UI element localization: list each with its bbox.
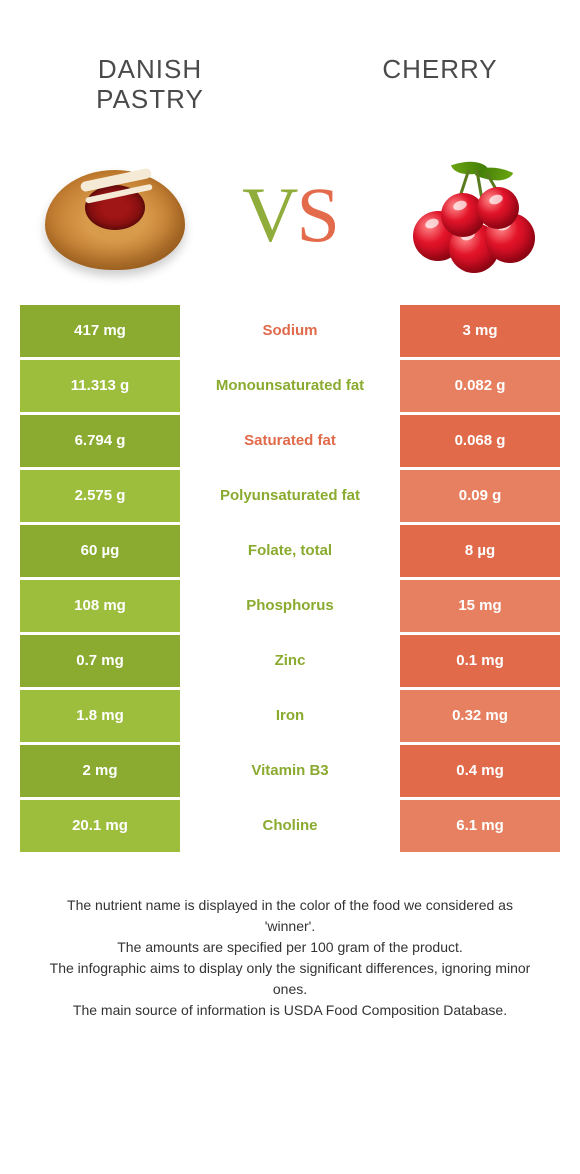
value-left: 20.1 mg — [20, 800, 180, 852]
nutrient-label: Choline — [180, 800, 400, 852]
nutrient-label: Folate, total — [180, 525, 400, 577]
value-left: 417 mg — [20, 305, 180, 357]
footer-notes: The nutrient name is displayed in the co… — [0, 855, 580, 1021]
nutrient-label: Iron — [180, 690, 400, 742]
table-row: 2.575 gPolyunsaturated fat0.09 g — [20, 470, 560, 522]
nutrient-label: Saturated fat — [180, 415, 400, 467]
value-right: 15 mg — [400, 580, 560, 632]
cherry-image — [385, 155, 545, 275]
value-left: 0.7 mg — [20, 635, 180, 687]
value-right: 0.09 g — [400, 470, 560, 522]
header-titles: DANISH PASTRY CHERRY — [0, 0, 580, 135]
table-row: 0.7 mgZinc0.1 mg — [20, 635, 560, 687]
value-left: 60 µg — [20, 525, 180, 577]
danish-pastry-image — [35, 155, 195, 275]
table-row: 108 mgPhosphorus15 mg — [20, 580, 560, 632]
value-left: 108 mg — [20, 580, 180, 632]
value-left: 1.8 mg — [20, 690, 180, 742]
value-right: 3 mg — [400, 305, 560, 357]
table-row: 60 µgFolate, total8 µg — [20, 525, 560, 577]
table-row: 417 mgSodium3 mg — [20, 305, 560, 357]
table-row: 1.8 mgIron0.32 mg — [20, 690, 560, 742]
note-line: The main source of information is USDA F… — [40, 1000, 540, 1021]
note-line: The nutrient name is displayed in the co… — [40, 895, 540, 937]
note-line: The infographic aims to display only the… — [40, 958, 540, 1000]
nutrient-label: Monounsaturated fat — [180, 360, 400, 412]
title-left: DANISH PASTRY — [60, 55, 240, 115]
nutrient-label: Zinc — [180, 635, 400, 687]
value-right: 0.068 g — [400, 415, 560, 467]
table-row: 2 mgVitamin B30.4 mg — [20, 745, 560, 797]
value-left: 2.575 g — [20, 470, 180, 522]
value-right: 8 µg — [400, 525, 560, 577]
table-row: 20.1 mgCholine6.1 mg — [20, 800, 560, 852]
nutrient-label: Phosphorus — [180, 580, 400, 632]
table-row: 6.794 gSaturated fat0.068 g — [20, 415, 560, 467]
value-right: 0.1 mg — [400, 635, 560, 687]
value-left: 2 mg — [20, 745, 180, 797]
vs-s: S — [296, 171, 337, 258]
value-right: 6.1 mg — [400, 800, 560, 852]
value-left: 11.313 g — [20, 360, 180, 412]
value-right: 0.4 mg — [400, 745, 560, 797]
nutrient-label: Vitamin B3 — [180, 745, 400, 797]
title-right: CHERRY — [360, 55, 520, 115]
note-line: The amounts are specified per 100 gram o… — [40, 937, 540, 958]
nutrient-label: Polyunsaturated fat — [180, 470, 400, 522]
images-row: VS — [0, 135, 580, 305]
value-left: 6.794 g — [20, 415, 180, 467]
vs-label: VS — [242, 170, 338, 260]
vs-v: V — [242, 171, 296, 258]
value-right: 0.32 mg — [400, 690, 560, 742]
table-row: 11.313 gMonounsaturated fat0.082 g — [20, 360, 560, 412]
comparison-table: 417 mgSodium3 mg11.313 gMonounsaturated … — [20, 305, 560, 852]
value-right: 0.082 g — [400, 360, 560, 412]
nutrient-label: Sodium — [180, 305, 400, 357]
